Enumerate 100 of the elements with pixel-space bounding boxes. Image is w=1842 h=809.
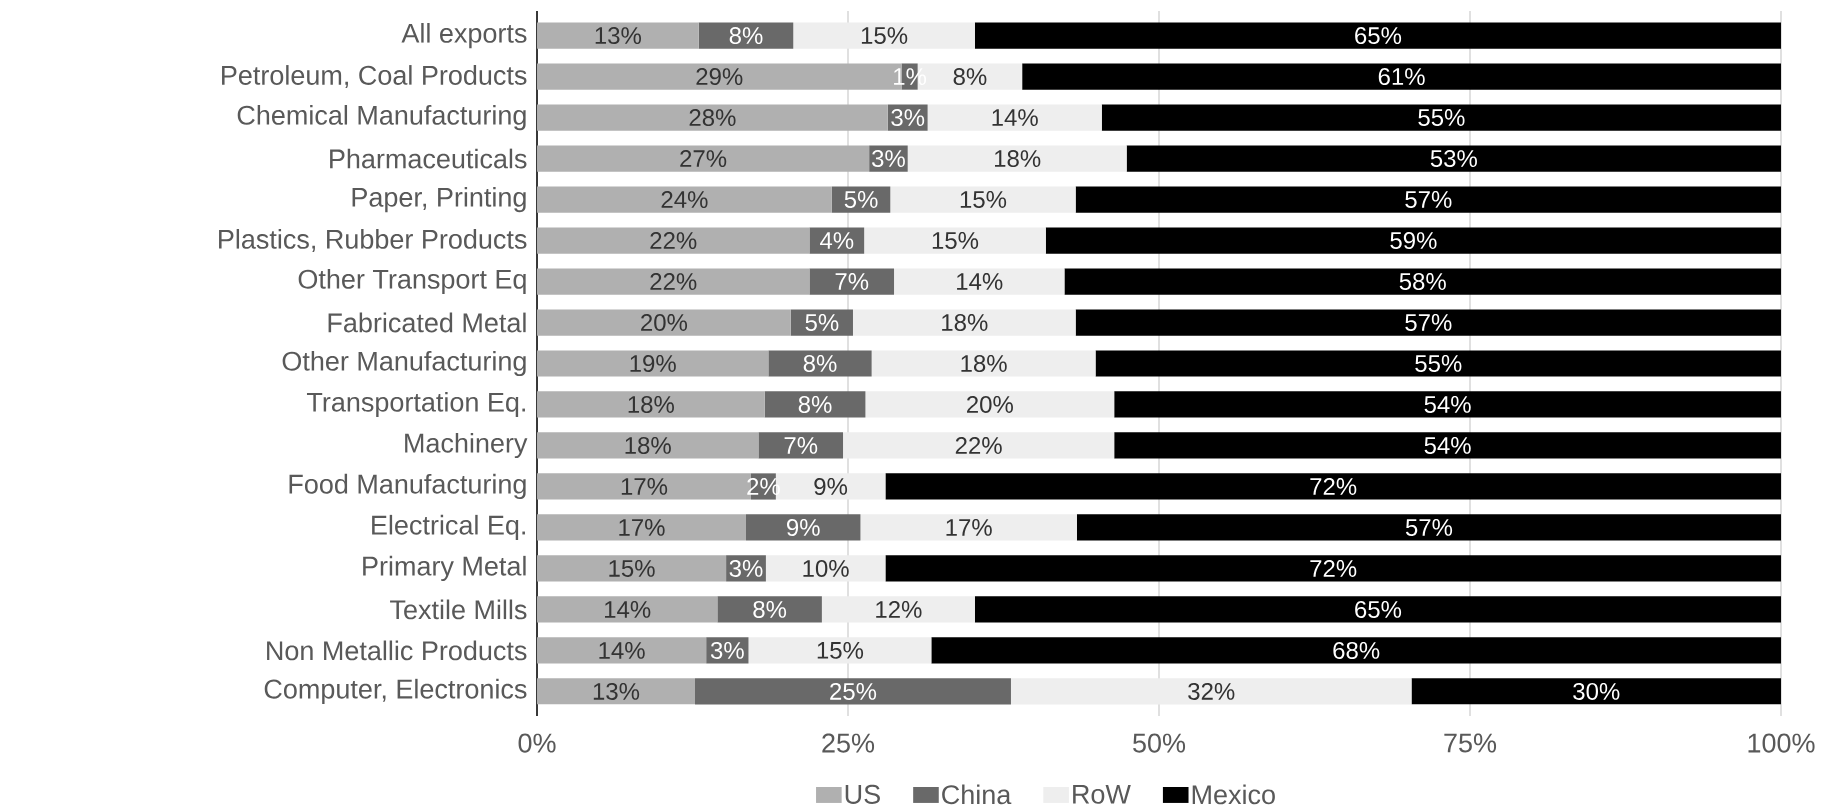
data-label: 24% [661, 190, 708, 208]
data-label: 68% [1333, 641, 1380, 659]
data-label: 30% [1573, 682, 1620, 700]
data-label: 65% [1355, 26, 1402, 44]
y-tick-label: Textile Mills [390, 599, 527, 620]
bar [758, 432, 844, 459]
bar [974, 596, 1781, 623]
bar [537, 350, 769, 377]
bar [1076, 514, 1781, 541]
bar [864, 227, 1046, 254]
legend-label: China [942, 784, 1012, 805]
bar [765, 555, 886, 582]
data-label: 72% [1310, 559, 1357, 577]
bar [537, 514, 746, 541]
bar [537, 637, 707, 664]
data-label: 17% [621, 477, 668, 495]
data-label: 8% [953, 67, 987, 85]
bar [1114, 391, 1781, 418]
bar [768, 350, 872, 377]
y-tick-label: Plastics, Rubber Products [219, 228, 527, 252]
x-tick-label: 0% [518, 733, 556, 753]
data-label: 72% [1310, 477, 1357, 495]
y-tick-label: Computer, Electronics [264, 678, 527, 704]
bar [927, 104, 1102, 131]
x-tick-label: 50% [1133, 733, 1186, 753]
data-label: 18% [995, 149, 1041, 167]
data-label: 15% [960, 190, 1007, 208]
y-tick-label: All exports [401, 22, 527, 48]
bar [809, 227, 865, 254]
data-label: 28% [689, 108, 736, 126]
data-label: 3% [891, 108, 925, 126]
data-label: 5% [844, 190, 878, 208]
x-tick-label: 100% [1748, 733, 1815, 753]
data-label: 32% [1188, 682, 1235, 700]
data-label: 8% [803, 354, 837, 372]
bar [865, 391, 1115, 418]
data-label: 22% [650, 272, 697, 290]
bar [809, 268, 895, 295]
bar [537, 678, 695, 705]
y-tick-label: Other Transport Eq [298, 268, 526, 294]
data-label: 10% [803, 559, 849, 577]
data-label: 19% [630, 354, 676, 372]
data-label: 54% [1424, 436, 1471, 454]
x-tick-label: 75% [1444, 733, 1497, 753]
y-tick-label: Transportation Eq. [306, 391, 525, 417]
data-label: 3% [710, 641, 744, 659]
bar [537, 555, 727, 582]
bar [537, 596, 718, 623]
legend-label: RoW [1073, 784, 1131, 804]
bar [537, 432, 759, 459]
bar [698, 22, 794, 49]
y-tick-label: Food Manufacturing [289, 473, 526, 499]
data-label: 29% [696, 67, 743, 85]
bar [537, 186, 832, 213]
bar [537, 391, 765, 418]
data-label: 8% [729, 26, 763, 44]
data-label: 20% [641, 313, 688, 331]
bar [537, 227, 810, 254]
data-label: 3% [872, 149, 905, 167]
bar [746, 514, 861, 541]
bar [1022, 63, 1781, 90]
data-label: 27% [680, 149, 727, 167]
data-label: 14% [992, 108, 1038, 126]
bar [1114, 432, 1781, 459]
bar [748, 637, 932, 664]
data-label: 54% [1424, 395, 1471, 413]
data-label: 5% [805, 313, 839, 331]
bar [821, 596, 975, 623]
data-label: 57% [1405, 313, 1452, 331]
y-tick-label: Petroleum, Coal Products [222, 64, 527, 88]
bar [890, 186, 1076, 213]
data-label: 13% [593, 682, 640, 700]
data-label: 14% [599, 641, 645, 659]
data-label: 14% [605, 600, 651, 618]
y-tick-label: Other Manufacturing [282, 350, 526, 376]
data-label: 8% [753, 600, 787, 618]
legend-label: Mexico [1192, 784, 1275, 805]
data-label: 14% [957, 272, 1003, 290]
data-label: 4% [820, 231, 854, 249]
data-label: 15% [932, 231, 979, 249]
data-label: 8% [798, 395, 832, 413]
data-label: 9% [787, 518, 820, 536]
bar [537, 145, 870, 172]
data-label: 57% [1405, 190, 1452, 208]
bar [907, 145, 1127, 172]
data-label: 65% [1355, 600, 1402, 618]
y-tick-label: Fabricated Metal [328, 312, 526, 333]
data-label: 58% [1399, 272, 1446, 290]
bar [894, 268, 1065, 295]
y-tick-label: Non Metallic Products [267, 640, 527, 661]
bar [831, 186, 891, 213]
bar [1126, 145, 1781, 172]
bar [860, 514, 1077, 541]
y-tick-label: Primary Metal [363, 555, 526, 581]
y-tick-label: Machinery [405, 432, 528, 458]
data-label: 57% [1405, 518, 1453, 536]
bar [537, 22, 699, 49]
data-label: 22% [955, 436, 1002, 454]
data-label: 17% [946, 518, 992, 536]
bar [694, 678, 1011, 705]
